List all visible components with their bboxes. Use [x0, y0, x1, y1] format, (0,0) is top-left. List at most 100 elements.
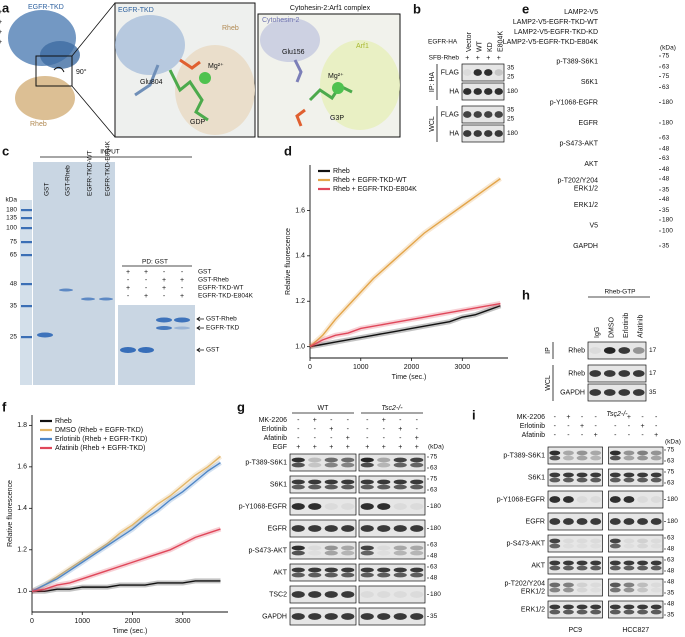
x-tick-label: 2000	[125, 618, 141, 625]
label: +	[346, 435, 350, 442]
band	[637, 472, 649, 478]
band	[637, 450, 649, 456]
label: GST	[44, 183, 51, 196]
band	[576, 582, 588, 588]
label: AKT	[531, 562, 545, 569]
label: +	[0, 29, 2, 36]
mw-marker: 63	[667, 557, 675, 564]
label: -	[0, 29, 2, 36]
band	[609, 450, 621, 456]
label: -	[314, 426, 317, 433]
label: -	[145, 285, 148, 292]
label: -	[641, 432, 644, 439]
blot	[547, 578, 603, 597]
y-tick-label: 1.4	[295, 253, 305, 260]
band	[308, 567, 322, 573]
band	[609, 582, 621, 588]
band	[360, 591, 374, 598]
label: p-T389-S6K1	[503, 452, 545, 459]
y-tick-label: 1.6	[295, 207, 305, 214]
band	[603, 370, 616, 377]
label: +	[465, 55, 469, 62]
series-line	[31, 462, 221, 592]
band	[99, 297, 113, 301]
label: GAPDH	[573, 243, 598, 250]
band	[650, 565, 662, 571]
label: -	[127, 293, 130, 300]
label: -	[163, 269, 166, 276]
band	[562, 582, 574, 588]
label: -	[0, 19, 2, 26]
mw-marker: 63	[667, 535, 675, 542]
band	[494, 111, 503, 118]
label: -	[181, 269, 184, 276]
band	[609, 604, 621, 610]
band	[494, 69, 503, 76]
x-axis-label: Time (sec.)	[392, 374, 427, 381]
band	[623, 477, 635, 483]
label: GST-Rheb	[198, 277, 229, 284]
band	[473, 111, 482, 118]
label: V5	[589, 222, 598, 229]
band	[324, 479, 338, 485]
mw-marker: 75	[10, 239, 18, 246]
band	[609, 496, 621, 503]
band	[174, 317, 190, 323]
band	[308, 503, 322, 510]
band	[590, 609, 602, 615]
band	[360, 462, 374, 468]
band	[341, 545, 355, 551]
mw-marker: 100	[662, 228, 673, 235]
band	[324, 613, 338, 620]
blot	[608, 578, 664, 597]
band	[549, 518, 561, 525]
band	[609, 565, 621, 571]
band	[637, 543, 649, 549]
label: Rheb	[30, 121, 47, 128]
series-line	[309, 302, 501, 348]
series-line	[32, 580, 221, 592]
band	[623, 518, 635, 525]
ladder-band	[21, 241, 32, 244]
label: -	[0, 9, 2, 16]
mw-marker: 25	[507, 116, 515, 123]
band	[609, 455, 621, 461]
blot	[289, 497, 357, 516]
band	[590, 587, 602, 593]
band	[623, 455, 635, 461]
blot	[547, 490, 603, 509]
label: +	[398, 426, 402, 433]
band	[590, 496, 602, 503]
band	[341, 525, 355, 532]
label: Erlotinib	[520, 423, 545, 430]
blot	[608, 534, 664, 553]
mw-marker: 63	[430, 542, 438, 549]
mw-marker: 75	[662, 73, 670, 80]
blot	[608, 512, 664, 531]
band	[590, 472, 602, 478]
band	[576, 518, 588, 525]
band	[410, 567, 424, 573]
label: GAPDH	[560, 389, 585, 396]
band	[609, 609, 621, 615]
band	[308, 525, 322, 532]
panel-letter: h	[522, 287, 530, 302]
label: EGFR	[268, 525, 287, 532]
label: Glu804	[140, 79, 163, 86]
label: Vector	[466, 31, 473, 52]
band	[549, 450, 561, 456]
band	[377, 484, 391, 490]
band	[590, 477, 602, 483]
band	[494, 130, 503, 137]
band	[589, 347, 602, 354]
label: AKT	[273, 569, 287, 576]
band	[463, 88, 472, 95]
band	[609, 560, 621, 566]
band	[632, 370, 645, 377]
blot	[461, 82, 505, 101]
band	[650, 543, 662, 549]
label: p-T202/Y204	[505, 580, 546, 587]
band	[618, 347, 631, 354]
label: kDa	[5, 197, 17, 204]
band	[623, 565, 635, 571]
